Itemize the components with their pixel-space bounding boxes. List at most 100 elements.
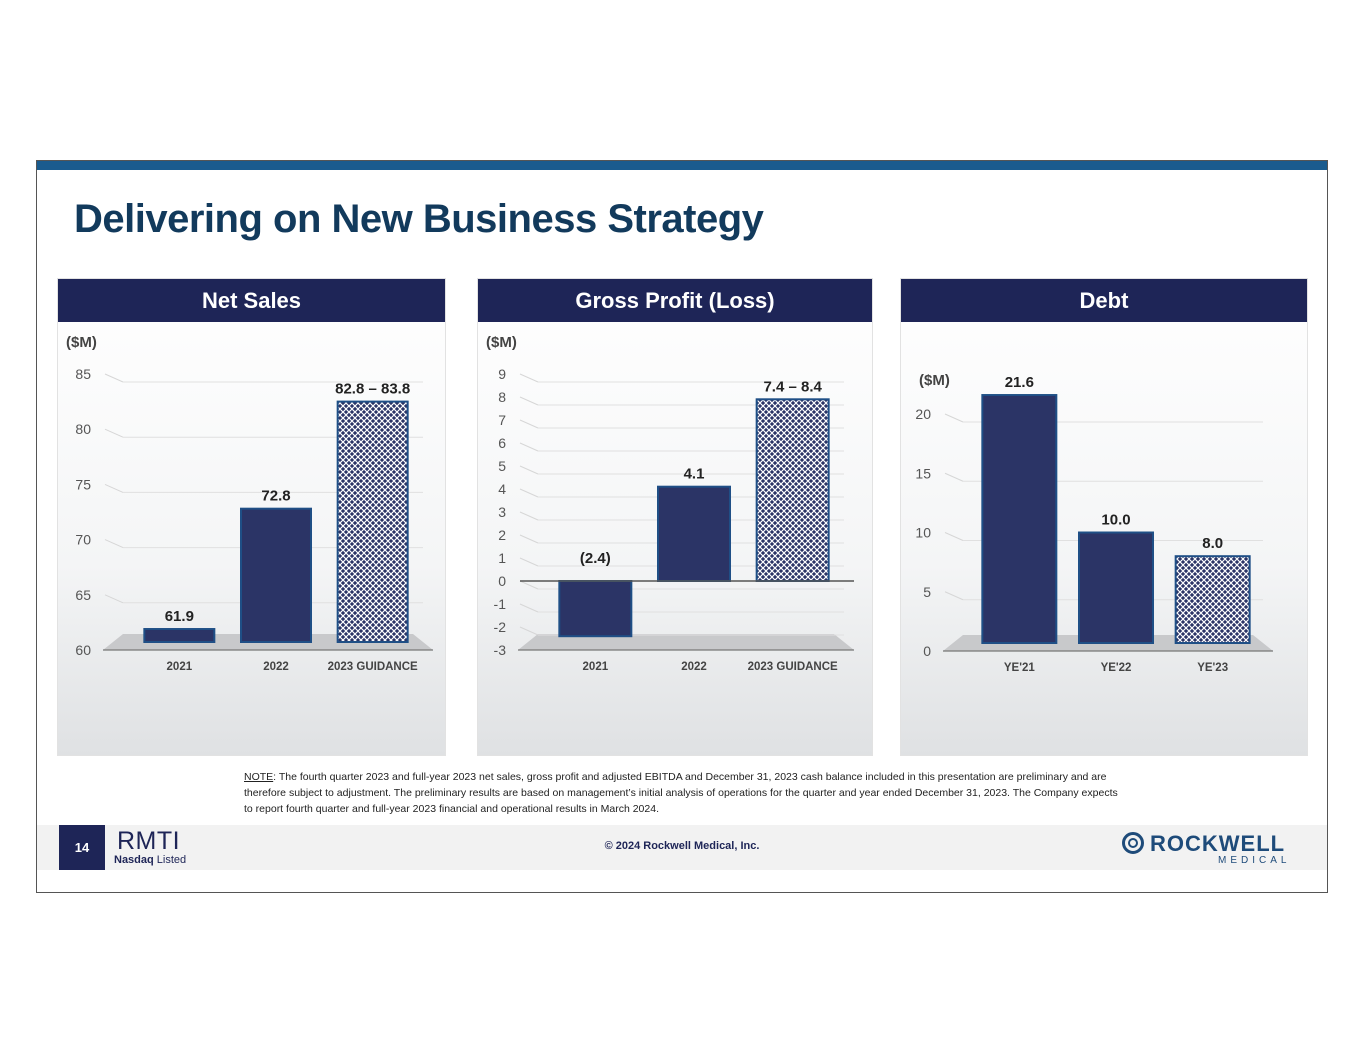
slide: Delivering on New Business Strategy Net …	[36, 160, 1328, 893]
grid-line	[944, 532, 964, 541]
rockwell-logo: ROCKWELL MEDICAL	[1122, 831, 1302, 866]
gross-profit-header: Gross Profit (Loss)	[478, 279, 872, 322]
y-tick-label: 80	[75, 421, 91, 437]
chart-floor	[518, 634, 854, 650]
grid-line	[519, 488, 539, 498]
bar-ye-23	[1174, 555, 1251, 644]
y-tick-label: 0	[498, 573, 506, 589]
y-tick-label: 4	[498, 481, 506, 497]
category-label: 2022	[263, 661, 289, 673]
data-label: 61.9	[165, 608, 194, 625]
gross-profit-chart: 9 8 7 6 5 4 3 2 1 0 -1 -2 -3 ($M) (2.4) 2021 4.1 2022 7.4 …	[486, 334, 854, 673]
y-tick-label: 10	[915, 525, 931, 541]
grid-line	[519, 419, 539, 429]
y-tick-label: 2	[498, 527, 506, 543]
grid-line	[519, 534, 539, 544]
grid-line	[104, 428, 124, 438]
grid-line	[104, 373, 124, 383]
bar-2021	[558, 580, 633, 638]
exchange-suffix: Listed	[153, 854, 187, 866]
y-tick-label: 6	[498, 435, 506, 451]
debt-chart: 20 15 10 5 0 ($M) 21.6 YE'21 10.0 YE'22 8.0 YE'23	[915, 372, 1273, 674]
page-title: Delivering on New Business Strategy	[74, 197, 764, 241]
category-label: YE'23	[1197, 662, 1228, 674]
grid-line	[104, 539, 124, 549]
bar-2023-guidance	[755, 398, 830, 582]
y-tick-label: 75	[75, 476, 91, 492]
grid-line	[519, 442, 539, 452]
logo-wordmark: ROCKWELL	[1150, 831, 1286, 856]
net-sales-panel: Net Sales 85 80 75 70 65 60 ($M) 61.9 2021 72.8 20…	[57, 278, 446, 756]
grid-line	[944, 413, 964, 423]
grid-line	[944, 591, 964, 601]
grid-line	[519, 396, 539, 406]
top-accent-bar	[37, 161, 1327, 170]
data-label: 7.4 – 8.4	[763, 378, 822, 395]
grid-line	[519, 511, 539, 521]
y-tick-label: 5	[923, 584, 931, 600]
bar-2021	[143, 628, 216, 643]
y-tick-label: 8	[498, 389, 506, 405]
category-label: 2023 GUIDANCE	[748, 661, 838, 673]
data-label: 82.8 – 83.8	[335, 381, 410, 398]
y-tick-label: 20	[915, 406, 931, 422]
y-tick-label: 60	[75, 642, 91, 658]
y-tick-label: 9	[498, 366, 506, 382]
footer: 14 RMTI Nasdaq Listed © 2024 Rockwell Me…	[37, 825, 1327, 870]
y-tick-label: 7	[498, 412, 506, 428]
grid-line	[519, 557, 539, 567]
y-tick-label: 15	[915, 465, 931, 481]
grid-line	[944, 472, 964, 482]
y-tick-label: 70	[75, 532, 91, 548]
exchange-label: Nasdaq Listed	[114, 854, 186, 866]
y-tick-label: -1	[494, 596, 507, 612]
unit-label: ($M)	[919, 372, 950, 389]
grid-line	[104, 483, 124, 493]
data-label: 72.8	[261, 488, 290, 505]
debt-panel: Debt 20 15 10 5 0 ($M) 21.6 YE'21 10.0 YE'22 8.0 YE…	[900, 278, 1308, 756]
y-tick-label: 65	[75, 587, 91, 603]
logo-ring-icon	[1122, 832, 1144, 854]
grid-line	[519, 626, 539, 636]
unit-label: ($M)	[66, 334, 97, 351]
category-label: 2023 GUIDANCE	[328, 661, 418, 673]
grid-line	[519, 603, 539, 613]
exchange-name: Nasdaq	[114, 854, 154, 866]
bar-ye-22	[1078, 531, 1154, 644]
grid-line	[519, 465, 539, 475]
bar-2023-guidance	[336, 400, 409, 643]
bar-2022	[657, 485, 731, 582]
bar-2022	[240, 507, 312, 643]
ticker-symbol: RMTI	[117, 827, 181, 855]
y-tick-label: 0	[923, 643, 931, 659]
note-text: : The fourth quarter 2023 and full-year …	[244, 771, 1118, 815]
footnote: NOTE: The fourth quarter 2023 and full-y…	[244, 769, 1124, 817]
category-label: 2022	[681, 661, 707, 673]
bar-ye-21	[981, 394, 1058, 645]
grid-line	[104, 594, 124, 604]
y-tick-label: -3	[494, 642, 507, 658]
note-label: NOTE	[244, 771, 274, 783]
y-tick-label: -2	[494, 619, 507, 635]
data-label: 4.1	[684, 466, 705, 483]
net-sales-chart: 85 80 75 70 65 60 ($M) 61.9 2021 72.8 2022 82.8 – 8…	[66, 334, 433, 673]
gross-profit-panel: Gross Profit (Loss) 9 8 7 6 5 4 3 2 1 0 -1 -2 -3 ($M)…	[477, 278, 873, 756]
y-tick-label: 5	[498, 458, 506, 474]
y-tick-label: 3	[498, 504, 506, 520]
data-label: 8.0	[1202, 535, 1223, 552]
data-label: (2.4)	[580, 550, 611, 567]
logo-subtitle: MEDICAL	[1218, 855, 1291, 866]
data-label: 21.6	[1005, 374, 1034, 391]
page-number: 14	[59, 825, 105, 870]
category-label: YE'21	[1004, 662, 1035, 674]
y-tick-label: 1	[498, 550, 506, 566]
category-label: 2021	[167, 661, 193, 673]
grid-line	[519, 373, 539, 383]
category-label: YE'22	[1101, 662, 1132, 674]
debt-header: Debt	[901, 279, 1307, 322]
net-sales-header: Net Sales	[58, 279, 445, 322]
y-tick-label: 85	[75, 366, 91, 382]
category-label: 2021	[583, 661, 609, 673]
data-label: 10.0	[1101, 512, 1130, 529]
copyright: © 2024 Rockwell Medical, Inc.	[604, 840, 760, 852]
